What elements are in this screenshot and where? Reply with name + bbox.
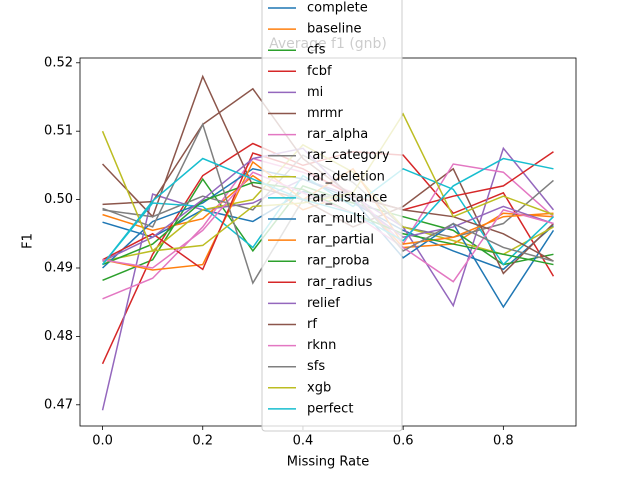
legend-label: relief: [307, 296, 340, 311]
legend-label: rar_proba: [307, 254, 370, 269]
x-tick-label: 0.0: [92, 434, 113, 449]
legend-label: rar_distance: [307, 190, 387, 205]
legend-label: rar_deletion: [307, 169, 385, 184]
x-tick-label: 0.6: [393, 434, 414, 449]
legend-label: mrmr: [307, 106, 343, 121]
legend-label: rar_category: [307, 148, 390, 163]
legend-label: baseline: [307, 22, 361, 37]
x-tick-label: 0.2: [192, 434, 213, 449]
legend-label: rar_partial: [307, 233, 374, 248]
x-tick-label: 0.8: [493, 434, 514, 449]
legend-label: cfs: [307, 43, 326, 58]
legend-label: fcbf: [307, 64, 332, 79]
legend-label: rar_multi: [307, 212, 365, 227]
y-tick-label: 0.48: [44, 329, 73, 344]
legend-label: rf: [307, 317, 317, 332]
legend-label: sfs: [307, 359, 325, 374]
x-axis-label: Missing Rate: [287, 455, 369, 470]
legend-label: perfect: [307, 401, 353, 416]
y-axis-label: F1: [21, 233, 36, 249]
y-tick-label: 0.52: [44, 55, 73, 70]
legend-label: mi: [307, 85, 323, 100]
y-tick-label: 0.47: [44, 397, 73, 412]
y-tick-label: 0.49: [44, 260, 73, 275]
legend-label: complete: [307, 1, 368, 16]
x-tick-label: 0.4: [293, 434, 314, 449]
legend-label: rar_radius: [307, 275, 373, 290]
legend-label: rar_alpha: [307, 127, 368, 142]
legend-label: rknn: [307, 338, 336, 353]
y-tick-label: 0.51: [44, 124, 73, 139]
legend-box: [261, 0, 403, 432]
y-tick-label: 0.50: [44, 192, 73, 207]
legend-label: xgb: [307, 380, 331, 395]
